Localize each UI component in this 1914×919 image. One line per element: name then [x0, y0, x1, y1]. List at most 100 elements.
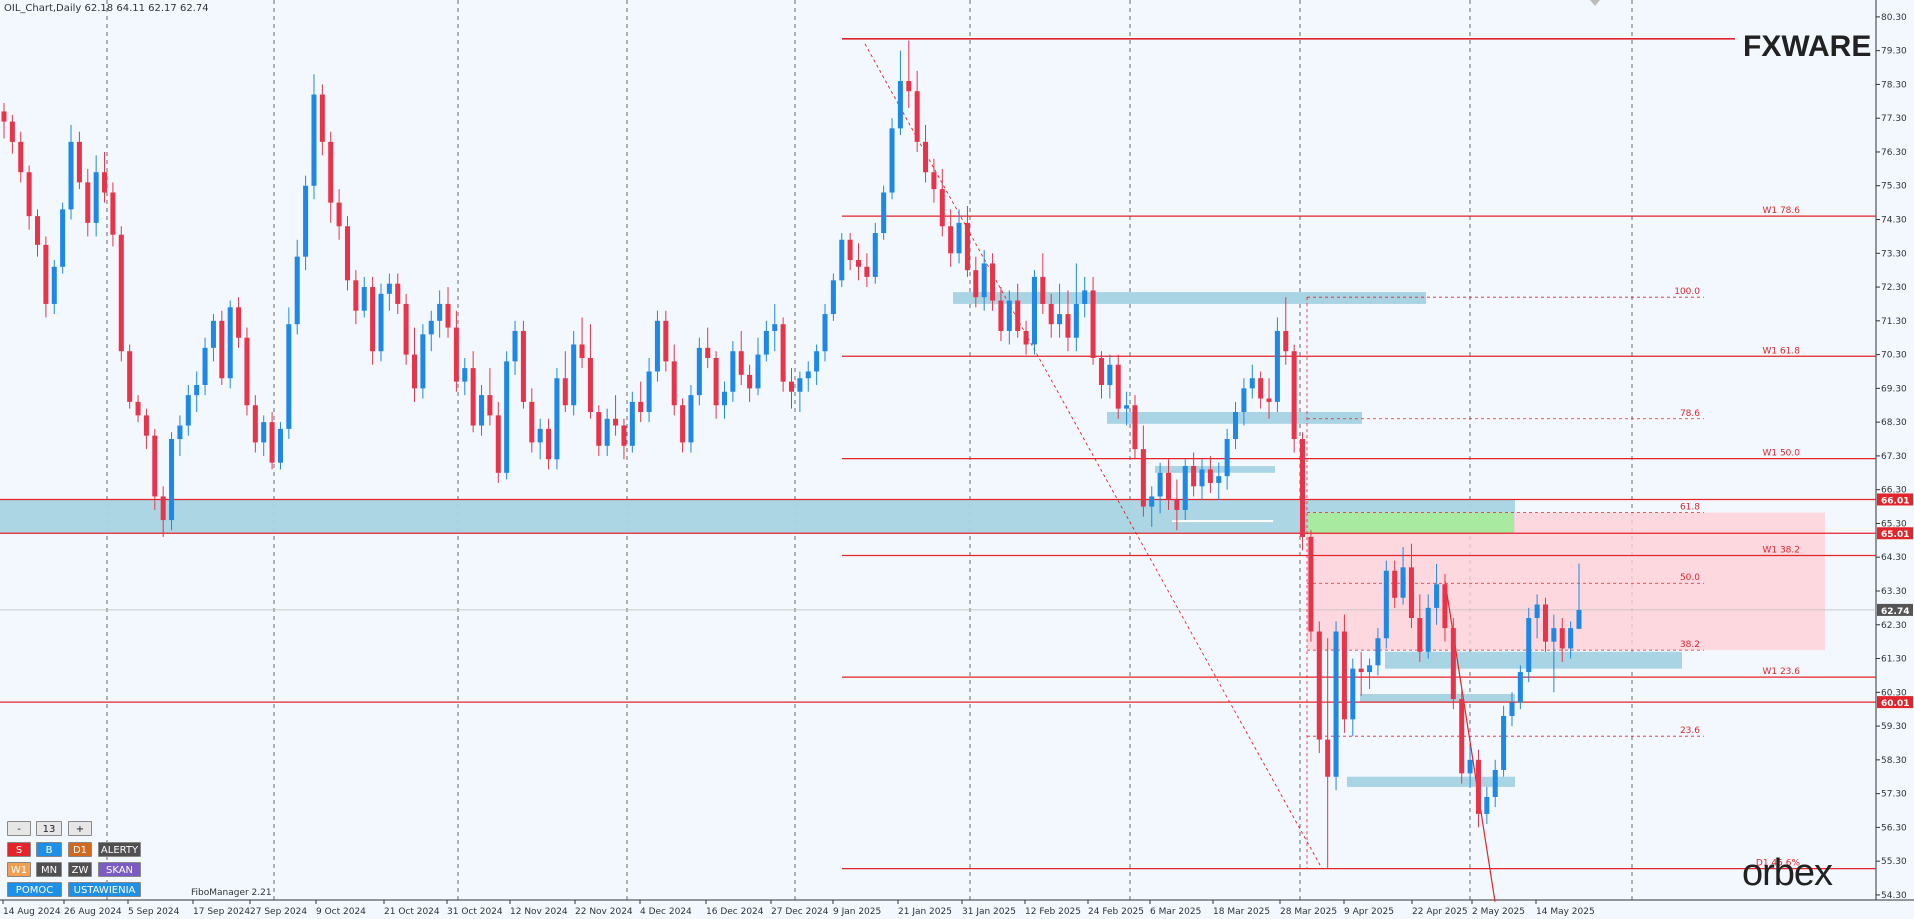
time-axis-label: 27 Sep 2024 — [250, 907, 307, 917]
price-tag — [1877, 603, 1913, 616]
candle-body — [1291, 351, 1297, 440]
candle-body — [604, 418, 610, 446]
candle-body — [1040, 276, 1046, 304]
candle-body — [110, 192, 116, 235]
candle-body — [453, 327, 459, 382]
candle-body — [1165, 472, 1172, 500]
candle-body — [755, 354, 761, 389]
price-axis-label: 66.30 — [1881, 486, 1907, 496]
candle-body — [1031, 276, 1037, 345]
trend-line — [864, 43, 1323, 869]
candle-body — [135, 401, 141, 416]
candle-body — [638, 401, 644, 413]
candle-body — [1283, 330, 1289, 352]
candle-body — [856, 260, 862, 267]
demand-zone — [1385, 651, 1682, 669]
candle-body — [60, 209, 66, 267]
weekly-fib-label: D1 45.6% — [1756, 859, 1801, 869]
candle-body — [1425, 607, 1431, 652]
sell-button[interactable]: S — [7, 842, 31, 857]
orbex-logo: orbex — [1742, 852, 1833, 894]
candle-body — [1526, 618, 1532, 673]
candle-body — [1023, 330, 1029, 345]
d1-button[interactable]: D1 — [68, 842, 92, 857]
candle-body — [236, 307, 242, 338]
time-axis-label: 31 Jan 2025 — [962, 907, 1016, 917]
time-axis-label: 31 Oct 2024 — [447, 907, 503, 917]
candle-body — [85, 182, 91, 223]
demand-zone — [1360, 693, 1515, 703]
candle-body — [93, 172, 99, 223]
w1-button[interactable]: W1 — [7, 862, 31, 877]
price-axis-label: 75.30 — [1881, 182, 1907, 192]
candle-body — [1442, 584, 1448, 629]
candle-body — [579, 344, 585, 358]
candle-body — [286, 324, 292, 429]
candle-body — [1073, 303, 1079, 338]
candle-body — [269, 422, 275, 463]
zw-button[interactable]: ZW — [68, 862, 92, 877]
candle-body — [1082, 290, 1088, 304]
candle-body — [822, 314, 828, 352]
candle-body — [1174, 499, 1180, 510]
demand-zone — [1347, 776, 1515, 787]
daily-fib-label: 23.6 — [1680, 726, 1700, 736]
price-axis-label: 55.30 — [1881, 857, 1907, 867]
weekly-fib-label: W1 61.8 — [1762, 346, 1800, 356]
zoom-level: 13 — [36, 821, 62, 836]
candle-body — [1316, 631, 1322, 740]
price-axis-label: 57.30 — [1881, 790, 1907, 800]
candle-body — [1140, 449, 1146, 507]
price-axis-label: 64.30 — [1881, 553, 1907, 563]
candle-body — [127, 351, 133, 402]
candle-body — [353, 280, 359, 311]
candle-body — [319, 94, 325, 142]
mn-button[interactable]: MN — [36, 862, 62, 877]
candle-body — [923, 141, 929, 173]
alerts-button[interactable]: ALERTY — [98, 842, 141, 857]
buy-button[interactable]: B — [36, 842, 62, 857]
candle-body — [788, 381, 795, 392]
candle-body — [897, 81, 903, 129]
candle-body — [1325, 739, 1331, 777]
time-axis-label: 21 Oct 2024 — [384, 907, 440, 917]
demand-zone — [1172, 520, 1273, 523]
candle-body — [1367, 665, 1373, 673]
candle-body — [1568, 628, 1574, 649]
candle-body — [185, 395, 191, 426]
candle-body — [336, 202, 342, 227]
candle-body — [520, 330, 526, 402]
settings-button[interactable]: USTAWIENIA — [68, 882, 141, 897]
price-axis-label: 58.30 — [1881, 756, 1907, 766]
time-axis-label: 12 Nov 2024 — [510, 907, 568, 917]
zoom-in-button[interactable]: + — [68, 821, 92, 836]
candle-body — [219, 320, 225, 379]
candle-body — [1484, 796, 1490, 814]
candle-body — [571, 344, 577, 406]
zoom-out-button[interactable]: - — [7, 821, 31, 836]
scan-button[interactable]: SKAN — [98, 862, 141, 877]
candle-body — [344, 226, 350, 281]
candle-body — [931, 172, 937, 190]
candle-body — [462, 368, 468, 382]
candle-body — [546, 428, 552, 460]
candle-body — [562, 378, 568, 406]
candle-body — [939, 189, 945, 227]
candle-body — [252, 405, 258, 443]
candle-body — [294, 256, 300, 325]
help-button[interactable]: POMOC — [7, 882, 62, 897]
candle-body — [18, 141, 24, 173]
fibo-manager-label: FiboManager 2.21 — [191, 888, 272, 898]
candle-body — [1216, 476, 1222, 483]
price-axis-label: 59.30 — [1881, 722, 1907, 732]
candle-body — [194, 384, 200, 396]
candle-body — [445, 303, 451, 328]
candle-body — [1249, 378, 1255, 389]
time-axis-label: 9 Apr 2025 — [1344, 907, 1394, 917]
candle-body — [780, 324, 786, 382]
price-axis-label: 62.30 — [1881, 621, 1907, 631]
candle-body — [1341, 631, 1347, 720]
candle-body — [747, 374, 753, 389]
price-axis-label: 77.30 — [1881, 114, 1907, 124]
candle-body — [420, 334, 426, 389]
